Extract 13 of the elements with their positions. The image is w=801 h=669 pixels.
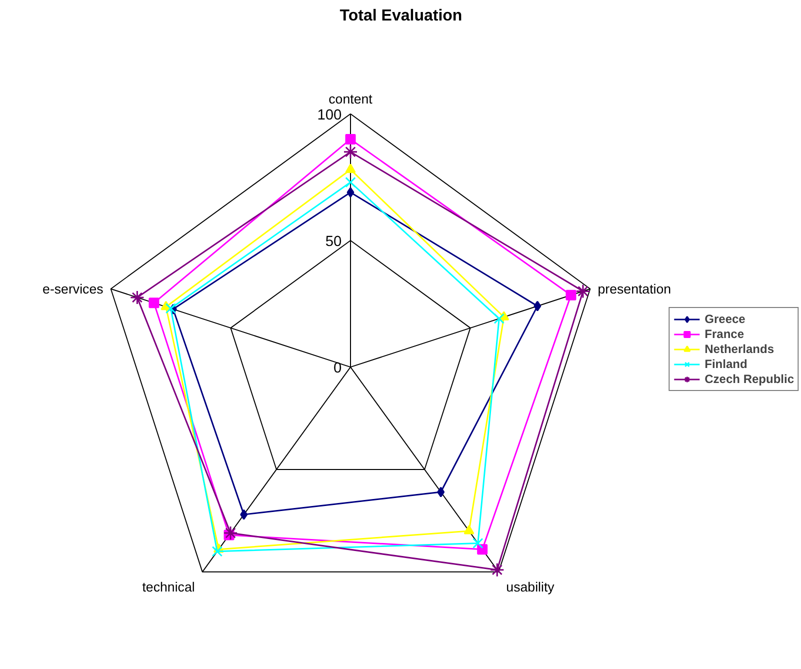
y-tick-label: 100 <box>317 107 342 124</box>
spoke-label: presentation <box>598 281 672 296</box>
spoke-label: e-services <box>42 281 104 296</box>
chart-title: Total Evaluation <box>340 8 462 24</box>
legend-label: France <box>704 327 744 341</box>
spoke-label: technical <box>142 580 195 595</box>
legend-label: Czech Republic <box>704 372 794 386</box>
spoke-label: content <box>328 91 373 106</box>
y-tick-label: 50 <box>325 234 342 250</box>
spoke-label: usability <box>506 580 555 595</box>
legend-label: Greece <box>704 312 746 326</box>
legend-label: Netherlands <box>704 342 774 356</box>
legend-label: Finland <box>704 357 748 371</box>
